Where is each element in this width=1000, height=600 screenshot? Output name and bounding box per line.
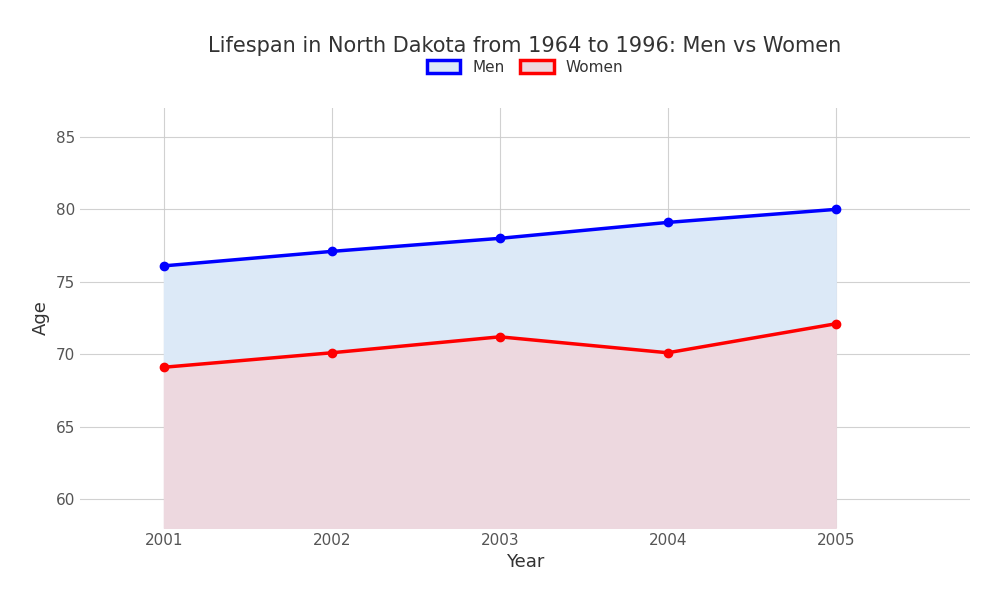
X-axis label: Year: Year — [506, 553, 544, 571]
Legend: Men, Women: Men, Women — [420, 53, 630, 80]
Title: Lifespan in North Dakota from 1964 to 1996: Men vs Women: Lifespan in North Dakota from 1964 to 19… — [208, 37, 842, 56]
Y-axis label: Age: Age — [32, 301, 50, 335]
